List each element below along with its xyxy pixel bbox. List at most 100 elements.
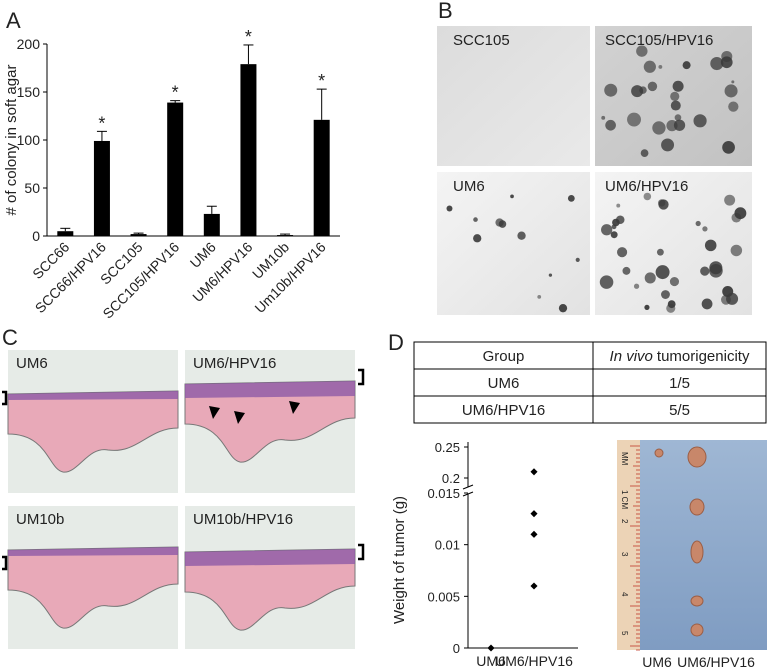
- significance-mark: *: [98, 113, 105, 133]
- image-label: SCC105: [453, 32, 510, 49]
- tumor: [690, 595, 704, 607]
- colony: [617, 247, 628, 258]
- tumor: [689, 498, 705, 516]
- colony: [722, 141, 735, 154]
- y-axis-label: Weight of tumor (g): [391, 496, 408, 624]
- table-header: tumorigenicity: [657, 348, 750, 365]
- colony: [704, 239, 717, 252]
- tumor: [690, 540, 704, 564]
- epithelium: [185, 549, 355, 566]
- colony: [667, 300, 676, 309]
- colony: [670, 100, 681, 111]
- bar: [167, 102, 184, 236]
- y-axis-label: # of colony in soft agar: [3, 65, 20, 216]
- ruler-label: MM: [620, 452, 629, 466]
- colony: [633, 283, 640, 289]
- ruler-label: 1 CM: [620, 490, 629, 509]
- colony: [655, 265, 670, 280]
- colony: [661, 138, 675, 152]
- colony: [670, 91, 680, 101]
- bracket: [358, 543, 365, 561]
- arrowhead: [289, 401, 300, 414]
- colony: [495, 218, 504, 227]
- bar: [203, 213, 220, 236]
- colony: [601, 224, 613, 236]
- table-header: In vivo: [610, 348, 653, 365]
- colony: [656, 248, 664, 256]
- colony: [636, 45, 648, 57]
- colony: [616, 203, 621, 208]
- table-cell: UM6/HPV16: [462, 402, 545, 419]
- table-header: Group: [483, 348, 525, 365]
- colony: [658, 199, 666, 207]
- colony: [695, 220, 701, 227]
- colony: [567, 194, 575, 202]
- image-label: SCC105/HPV16: [605, 32, 713, 49]
- colony: [643, 60, 656, 73]
- colony: [720, 56, 733, 69]
- ruler: [617, 440, 640, 650]
- bar: [93, 140, 110, 236]
- ruler-label: 4: [620, 592, 629, 597]
- y-tick-label: 150: [17, 84, 41, 100]
- image-label: UM6: [453, 178, 485, 195]
- y-tick-label: 0.2: [442, 471, 460, 486]
- tumor: [690, 623, 704, 637]
- bracket: [358, 368, 365, 386]
- table-frame: [413, 341, 767, 424]
- colony: [652, 121, 666, 135]
- epithelium: [8, 391, 178, 400]
- y-tick-label: 0.015: [427, 486, 460, 501]
- colony: [612, 218, 620, 227]
- tissue: [184, 548, 356, 631]
- panel-letter: A: [6, 8, 21, 33]
- y-tick-label: 0.25: [435, 440, 460, 455]
- colony: [734, 207, 747, 220]
- colony: [658, 64, 663, 69]
- colony: [643, 192, 652, 201]
- colony: [605, 119, 616, 131]
- image-label: UM10b: [16, 511, 64, 528]
- y-tick-label: 0: [453, 641, 460, 656]
- axis-break: [462, 491, 474, 497]
- arrowhead: [234, 411, 245, 424]
- tissue: [184, 380, 356, 463]
- colony: [604, 83, 618, 97]
- colony: [724, 84, 738, 98]
- tumor: [687, 446, 707, 468]
- colony: [669, 276, 680, 287]
- colony: [627, 112, 641, 127]
- data-point: [530, 510, 538, 518]
- colony: [701, 298, 713, 310]
- data-point: [530, 468, 538, 476]
- data-point: [530, 530, 538, 538]
- colony: [575, 257, 580, 262]
- colony: [666, 120, 678, 132]
- colony: [517, 231, 526, 240]
- colony: [702, 226, 708, 232]
- colony: [700, 266, 710, 276]
- colony: [710, 56, 724, 71]
- bar: [240, 64, 257, 236]
- table-cell: 5/5: [669, 402, 690, 419]
- colony: [674, 114, 682, 121]
- ruler-label: 3: [620, 552, 629, 557]
- colony: [722, 285, 734, 298]
- colony: [537, 295, 542, 299]
- image-label: UM6: [16, 355, 48, 372]
- tumor: [654, 448, 664, 458]
- x-tick-label: UM6/HPV16: [495, 653, 573, 669]
- epithelium: [8, 547, 178, 556]
- x-tick-label: UM6: [476, 653, 506, 669]
- colony: [601, 115, 606, 120]
- data-point: [487, 644, 495, 652]
- panel-letter: D: [388, 330, 404, 355]
- image-label: UM10b/HPV16: [193, 511, 293, 528]
- significance-mark: *: [245, 27, 252, 47]
- image-label: UM6/HPV16: [605, 178, 688, 195]
- y-tick-label: 0.01: [435, 538, 460, 553]
- arrowhead: [209, 406, 220, 419]
- colony: [473, 217, 478, 222]
- bar: [57, 231, 74, 236]
